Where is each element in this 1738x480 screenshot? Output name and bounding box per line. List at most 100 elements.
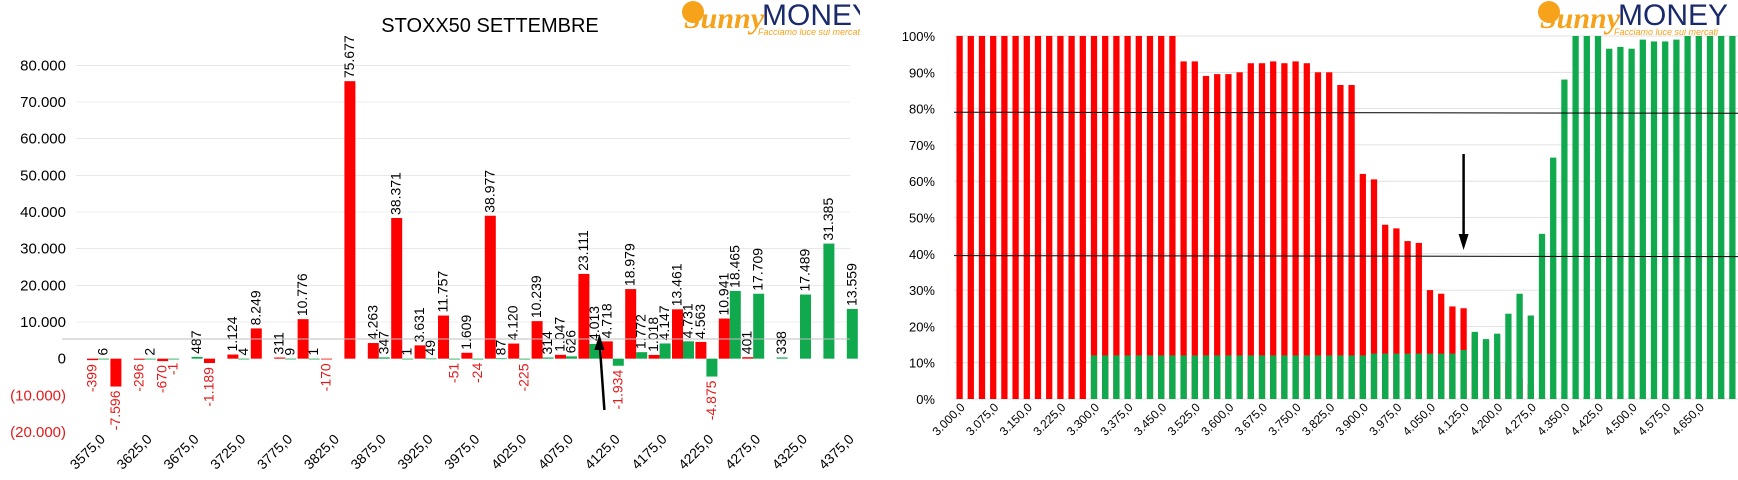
bar-green — [1258, 355, 1266, 399]
data-label: 1 — [305, 348, 321, 356]
data-label: 4.147 — [656, 305, 672, 340]
data-label: 314 — [539, 331, 555, 355]
bar-green — [1236, 355, 1243, 399]
bar-red — [531, 321, 543, 359]
bar-green — [1718, 36, 1725, 399]
x-tick-label: 3.075,0 — [963, 400, 1001, 438]
bar-red — [204, 358, 215, 364]
bar-green — [1606, 48, 1613, 400]
data-label: 1.047 — [552, 317, 568, 352]
bar-green — [1516, 293, 1523, 399]
x-tick-label: 4.575,0 — [1635, 400, 1673, 438]
bar-red — [321, 358, 332, 360]
data-label: 2 — [141, 348, 157, 356]
bar-red — [344, 81, 356, 359]
x-tick-label: 4.350,0 — [1534, 400, 1572, 438]
logo-tagline: Facciamo luce sui mercati — [1614, 27, 1719, 37]
y-tick-label: 0 — [58, 351, 66, 368]
bar-green — [1214, 355, 1221, 399]
data-label: -51 — [446, 363, 462, 383]
x-tick-label: 3725,0 — [207, 431, 249, 473]
data-label: 38.371 — [388, 172, 404, 215]
data-label: 23.111 — [575, 230, 591, 271]
bar-red — [1415, 242, 1422, 399]
y-tick-label: 10% — [909, 356, 935, 371]
data-label: 1.124 — [224, 316, 240, 351]
data-label: 17.489 — [797, 249, 813, 292]
y-tick-label: 60% — [909, 174, 935, 189]
right-y-axis-ticks: 100% 90% 80% 70% 60% 50% 40% 30% 20% 10% 0% — [902, 29, 936, 407]
bar-red — [250, 328, 262, 359]
x-tick-label: 3.150,0 — [997, 400, 1035, 438]
bar-red — [1370, 179, 1378, 399]
bar-green — [823, 243, 835, 359]
bar-green — [1617, 46, 1624, 399]
bar-green — [566, 356, 577, 359]
bar-green — [425, 358, 437, 360]
bar-green — [1191, 355, 1198, 399]
bar-green — [636, 352, 648, 359]
bar-green — [1729, 36, 1736, 399]
bar-red — [1046, 36, 1053, 399]
bar-red — [1359, 173, 1366, 399]
bar-green — [285, 358, 297, 360]
x-tick-label: 3.825,0 — [1299, 400, 1337, 438]
bar-green — [1359, 355, 1366, 399]
bar-green — [1662, 41, 1669, 399]
data-label: -225 — [516, 363, 532, 391]
bar-green — [659, 343, 671, 359]
data-label: 626 — [563, 330, 579, 354]
data-label: -7.596 — [107, 390, 123, 430]
bar-green — [1303, 355, 1310, 399]
bar-red — [1057, 36, 1064, 399]
bar-red — [1292, 61, 1299, 399]
x-tick-label: 3575,0 — [67, 431, 109, 473]
bar-green — [308, 358, 320, 360]
data-label: -399 — [84, 364, 100, 392]
left-chart: 80.000 70.000 60.000 50.000 40.000 30.000 20.0… — [10, 0, 860, 473]
data-label: -4.875 — [703, 380, 719, 420]
y-tick-label: 80.000 — [20, 57, 66, 74]
bar-green — [238, 358, 250, 360]
left-x-axis-ticks: 3575,0 3625,0 3675,0 3725,0 3775,0 3825,0 3875… — [67, 431, 858, 473]
left-gridlines — [76, 65, 850, 323]
bar-green — [1628, 48, 1635, 400]
bar-green — [1583, 36, 1590, 399]
x-tick-label: 3.225,0 — [1030, 400, 1068, 438]
data-label: 9 — [282, 348, 298, 356]
bar-green — [1449, 353, 1456, 399]
y-tick-label: 70.000 — [20, 94, 66, 111]
y-tick-label: (20.000) — [10, 424, 66, 441]
bar-green — [449, 358, 460, 360]
x-tick-label: 4.125,0 — [1434, 400, 1472, 438]
bar-green — [1225, 355, 1232, 399]
bar-red — [1337, 85, 1344, 399]
data-label: 3.631 — [411, 307, 427, 342]
bar-green — [1494, 333, 1501, 399]
bar-green — [378, 357, 390, 359]
bar-green — [1415, 353, 1422, 399]
bar-green — [191, 356, 203, 359]
y-tick-label: 0% — [916, 392, 935, 407]
x-tick-label: 3.900,0 — [1333, 400, 1371, 438]
bar-red — [1169, 36, 1176, 399]
right-x-axis-ticks: 3.000,03.075,03.150,03.225,03.300,03.375… — [930, 400, 1708, 438]
bar-green — [1639, 39, 1646, 399]
bar-green — [1393, 353, 1400, 399]
data-label: 8.249 — [247, 290, 263, 325]
left-y-axis-ticks: 80.000 70.000 60.000 50.000 40.000 30.000 20.0… — [10, 57, 66, 441]
x-tick-label: 4325,0 — [769, 431, 811, 473]
x-tick-label: 3675,0 — [160, 431, 202, 473]
reference-line — [953, 255, 1738, 258]
bar-green — [1426, 353, 1434, 399]
bar-red — [274, 357, 286, 359]
bar-green — [589, 343, 601, 359]
bar-red — [157, 358, 169, 362]
bar-red — [1146, 36, 1154, 399]
data-label: 401 — [739, 331, 755, 355]
data-label: 17.709 — [750, 248, 766, 291]
data-label: 1.772 — [633, 314, 649, 349]
bar-red — [1382, 224, 1389, 399]
data-label: 347 — [375, 331, 391, 355]
